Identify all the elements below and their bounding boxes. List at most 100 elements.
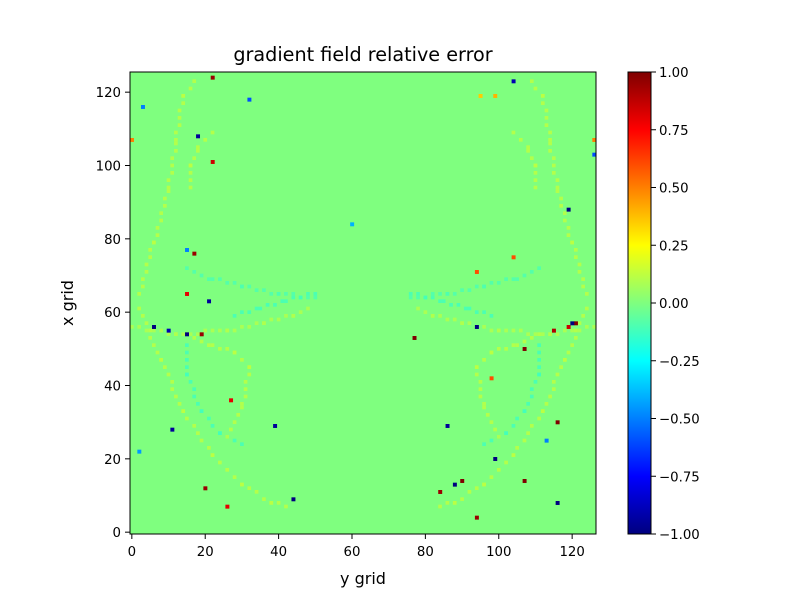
heatmap-cell [232,438,237,443]
heatmap-cell [533,380,538,384]
heatmap-cell [496,468,501,472]
heatmap-cell [504,328,508,333]
heatmap-cell [232,328,237,333]
heatmap-cell [570,321,575,326]
heatmap-arc-feature [529,79,589,296]
heatmap-cell [284,299,288,303]
heatmap-cell [207,299,212,304]
heatmap-cell [254,321,259,325]
heatmap-cell [273,424,278,428]
heatmap-cell [562,328,567,333]
heatmap-cell [581,284,585,289]
heatmap-cell [559,204,563,208]
heatmap-cell [584,292,589,296]
heatmap-cell [225,435,230,439]
heatmap-cell [262,321,266,325]
heatmap-cell [210,277,215,281]
heatmap-cell [573,248,578,252]
heatmap-cell [522,479,527,483]
heatmap-cell [515,343,519,347]
heatmap-cell [522,339,527,344]
heatmap-cell [199,438,204,443]
heatmap-cell [188,178,193,182]
heatmap-cell [511,424,516,428]
heatmap-cell [185,292,190,296]
heatmap-cell [207,277,211,281]
heatmap-cell [577,321,582,325]
heatmap-cell [313,292,318,296]
heatmap-cell [163,204,167,208]
heatmap-cell [438,299,442,303]
heatmap-cell [478,380,483,384]
heatmap-cell [515,277,519,281]
heatmap-cell [170,171,175,175]
heatmap-cell [225,504,230,509]
y-tick-label: 120 [96,86,121,101]
heatmap-cell [247,97,252,102]
heatmap-cell [247,325,252,329]
heatmap-cell [416,295,420,300]
heatmap-cell [482,358,486,362]
heatmap-cell [533,163,538,168]
heatmap-cell [185,343,189,347]
heatmap-cell [229,398,234,403]
x-tick-label: 80 [417,545,434,560]
heatmap-cell [174,149,178,153]
heatmap-cell [493,457,498,461]
heatmap-cell [225,468,230,472]
heatmap-cell [247,372,252,377]
heatmap-cell [548,149,552,153]
heatmap-cell [438,490,443,494]
heatmap-cell [423,295,428,300]
heatmap-cell [551,328,556,333]
heatmap-cell [177,402,182,406]
heatmap-cell [350,222,355,227]
heatmap-cell [460,497,464,501]
heatmap-cell [504,460,508,465]
heatmap-cell [566,207,571,212]
heatmap-cell [137,292,142,296]
heatmap-cell [482,325,486,329]
heatmap-cell [144,321,149,325]
heatmap-cell [218,328,222,333]
heatmap-cell [529,336,534,340]
heatmap-cell [445,424,450,428]
heatmap-cell [240,358,244,362]
heatmap-cell [438,504,442,509]
heatmap-cell [243,380,248,384]
heatmap-arc-feature [511,130,538,190]
colorbar-tick-label: 0.50 [659,182,689,197]
heatmap-cell [526,149,530,153]
heatmap-cell [551,156,556,160]
heatmap-cell [566,233,571,237]
heatmap-cell [555,420,560,425]
heatmap-cell [573,255,578,259]
heatmap-cell [130,138,134,142]
heatmap-cell [240,405,244,410]
heatmap-cell [522,409,527,413]
heatmap-cell [177,108,182,113]
heatmap-cell [313,295,318,300]
heatmap-cell [456,303,461,307]
heatmap-cell [423,310,428,314]
heatmap-cell [163,365,167,369]
heatmap-cell [185,358,189,362]
heatmap-arc-feature [188,130,215,190]
heatmap-cell [467,321,472,325]
heatmap-cell [529,156,534,160]
heatmap-arc-feature [232,292,318,318]
heatmap-cell [152,325,156,329]
y-axis: 0 20 40 60 80 100 120 [96,86,130,541]
heatmap-cell [430,292,435,296]
heatmap-cell [232,420,237,424]
heatmap-cell [540,332,545,336]
y-tick-label: 80 [104,233,121,248]
heatmap-cell [265,303,270,307]
heatmap-cell [548,394,552,399]
heatmap-cell [291,314,296,318]
heatmap-cell [485,413,490,417]
heatmap-cell [522,438,527,443]
heatmap-cell [188,332,193,336]
heatmap-cell [185,332,190,337]
heatmap-cell [489,438,494,443]
